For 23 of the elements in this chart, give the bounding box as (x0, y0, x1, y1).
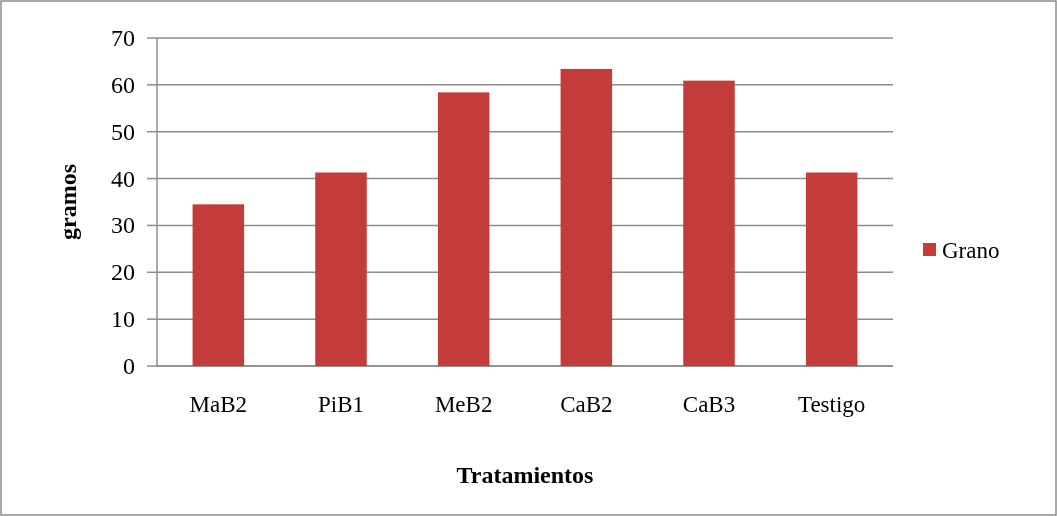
x-tick-label: Testigo (797, 392, 866, 417)
x-tick-label: PiB1 (317, 392, 365, 417)
x-tick-label: MeB2 (434, 392, 493, 417)
y-tick-label: 40 (111, 165, 135, 192)
x-axis-title: Tratamientos (456, 462, 594, 488)
x-tick-label: MaB2 (189, 392, 248, 417)
y-tick-label: 60 (111, 71, 135, 98)
legend-label: Grano (942, 237, 1000, 263)
bar (437, 92, 490, 366)
y-tick-label: 30 (111, 212, 135, 239)
bar (683, 80, 735, 366)
x-tick-label: CaB3 (682, 392, 736, 417)
bar (315, 172, 367, 366)
y-tick-label: 70 (111, 25, 135, 51)
y-axis-title: gramos (55, 164, 81, 240)
y-tick-label: 0 (123, 353, 135, 379)
y-tick-label: 20 (111, 259, 135, 286)
bar (560, 68, 613, 366)
bar (192, 204, 245, 366)
bar (805, 172, 858, 366)
y-tick-label: 50 (111, 118, 135, 145)
y-tick-label: 10 (111, 306, 135, 333)
x-tick-label: CaB2 (560, 392, 613, 417)
